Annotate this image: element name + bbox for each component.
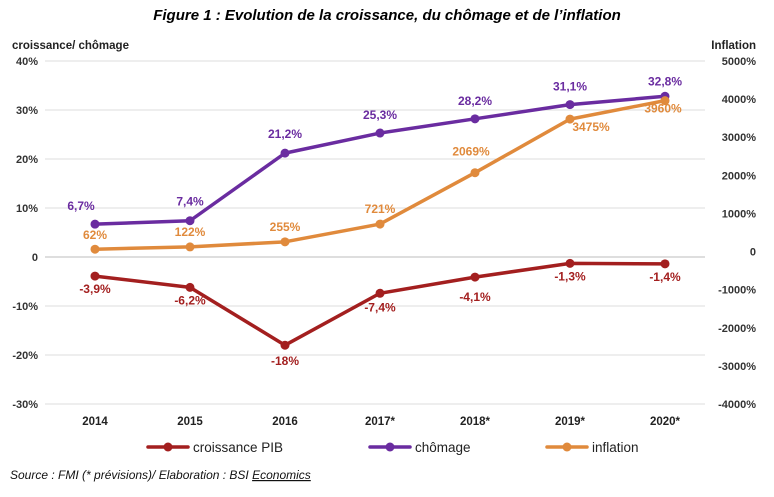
data-label: 28,2% — [458, 94, 492, 108]
data-point — [375, 219, 385, 229]
legend: croissance PIB chômage inflation — [146, 440, 639, 455]
data-point — [90, 244, 100, 254]
left-tick-label: -30% — [12, 399, 38, 411]
data-point — [565, 100, 575, 110]
x-axis-categories: 2014 2015 2016 2017* 2018* 2019* 2020* — [82, 416, 680, 428]
legend-label: chômage — [415, 440, 471, 455]
data-label: -1,3% — [554, 269, 586, 283]
right-tick-label: -4000% — [718, 399, 756, 411]
data-point — [565, 258, 575, 268]
right-tick-label: 0 — [750, 247, 756, 259]
data-label: -6,2% — [174, 293, 206, 307]
data-label: -4,1% — [459, 290, 491, 304]
left-axis-title: croissance/ chômage — [12, 40, 129, 52]
x-category-label: 2019* — [555, 416, 586, 428]
source-text: Source : FMI (* prévisions)/ Elaboration… — [10, 468, 252, 482]
legend-swatch-marker — [385, 442, 395, 452]
data-label: -3,9% — [79, 282, 111, 296]
series-layer: -3,9% -6,2% -18% -7,4% -4,1% -1,3% -1,4% 6,7% 7,… — [67, 74, 682, 368]
data-label: 31,1% — [553, 80, 587, 94]
x-category-label: 2017* — [365, 416, 396, 428]
data-point — [280, 237, 290, 247]
data-point — [565, 114, 575, 124]
data-point — [90, 271, 100, 281]
data-point — [280, 340, 290, 350]
data-label: 25,3% — [363, 108, 397, 122]
left-axis-ticks: -30% -20% -10% 0 10% 20% 30% 40% — [12, 56, 38, 411]
data-point — [185, 242, 195, 252]
data-label: 721% — [365, 202, 396, 216]
data-point — [375, 128, 385, 138]
chart-title: Figure 1 : Evolution de la croissance, d… — [153, 7, 621, 24]
left-tick-label: 40% — [16, 56, 38, 68]
legend-swatch-marker — [562, 442, 572, 452]
data-label: 32,8% — [648, 74, 682, 88]
x-category-label: 2015 — [177, 416, 203, 428]
data-label: -18% — [271, 354, 299, 368]
data-point — [660, 96, 670, 106]
x-category-label: 2018* — [460, 416, 491, 428]
right-axis-title: Inflation — [711, 40, 756, 52]
left-tick-label: 30% — [16, 105, 38, 117]
data-point — [470, 168, 480, 178]
left-tick-label: -20% — [12, 350, 38, 362]
right-axis-ticks: -4000% -3000% -2000% -1000% 0 1000% 2000% 3000%… — [718, 56, 756, 411]
data-label: 2069% — [452, 145, 490, 159]
left-tick-label: 10% — [16, 203, 38, 215]
data-point — [375, 288, 385, 298]
data-label: -7,4% — [364, 300, 396, 314]
data-point — [90, 219, 100, 229]
data-point — [470, 272, 480, 282]
legend-label: inflation — [592, 440, 639, 455]
source-note: Source : FMI (* prévisions)/ Elaboration… — [10, 468, 311, 482]
x-category-label: 2020* — [650, 416, 681, 428]
data-point — [185, 216, 195, 226]
left-tick-label: 0 — [32, 252, 38, 264]
gridlines — [45, 60, 705, 405]
data-label: 6,7% — [67, 199, 95, 213]
data-point — [660, 259, 670, 269]
data-label: 7,4% — [176, 195, 204, 209]
data-label: 255% — [270, 220, 301, 234]
right-tick-label: 2000% — [722, 170, 756, 182]
right-tick-label: 3000% — [722, 132, 756, 144]
data-label: 21,2% — [268, 127, 302, 141]
legend-swatch-marker — [163, 442, 173, 452]
data-label: 3960% — [644, 102, 682, 116]
right-tick-label: 1000% — [722, 208, 756, 220]
right-tick-label: -3000% — [718, 361, 756, 373]
right-tick-label: -1000% — [718, 285, 756, 297]
data-label: -1,4% — [649, 270, 681, 284]
source-link[interactable]: Economics — [252, 468, 311, 482]
right-tick-label: 5000% — [722, 56, 756, 68]
left-tick-label: 20% — [16, 154, 38, 166]
data-label: 3475% — [572, 120, 610, 134]
data-point — [185, 282, 195, 292]
left-tick-label: -10% — [12, 301, 38, 313]
right-tick-label: 4000% — [722, 94, 756, 106]
data-label: 62% — [83, 228, 107, 242]
data-point — [470, 114, 480, 124]
data-point — [280, 148, 290, 158]
data-label: 122% — [175, 225, 206, 239]
legend-label: croissance PIB — [193, 440, 283, 455]
x-category-label: 2014 — [82, 416, 108, 428]
x-category-label: 2016 — [272, 416, 298, 428]
right-tick-label: -2000% — [718, 323, 756, 335]
